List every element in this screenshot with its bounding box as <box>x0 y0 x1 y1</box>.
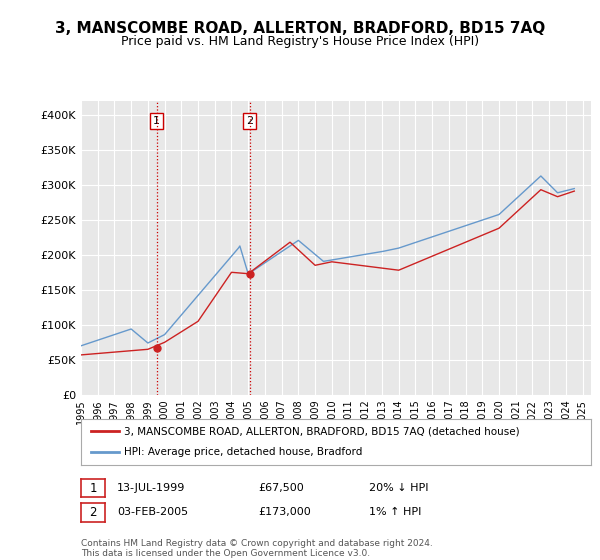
Text: Price paid vs. HM Land Registry's House Price Index (HPI): Price paid vs. HM Land Registry's House … <box>121 35 479 48</box>
Text: 03-FEB-2005: 03-FEB-2005 <box>117 507 188 517</box>
Text: 2: 2 <box>89 506 97 519</box>
Text: £67,500: £67,500 <box>258 483 304 493</box>
Text: 3, MANSCOMBE ROAD, ALLERTON, BRADFORD, BD15 7AQ (detached house): 3, MANSCOMBE ROAD, ALLERTON, BRADFORD, B… <box>124 426 520 436</box>
Text: 2: 2 <box>246 116 253 126</box>
Text: 13-JUL-1999: 13-JUL-1999 <box>117 483 185 493</box>
Text: Contains HM Land Registry data © Crown copyright and database right 2024.
This d: Contains HM Land Registry data © Crown c… <box>81 539 433 558</box>
Text: HPI: Average price, detached house, Bradford: HPI: Average price, detached house, Brad… <box>124 447 363 458</box>
Text: £173,000: £173,000 <box>258 507 311 517</box>
Text: 20% ↓ HPI: 20% ↓ HPI <box>369 483 428 493</box>
Text: 1: 1 <box>89 482 97 494</box>
Text: 3, MANSCOMBE ROAD, ALLERTON, BRADFORD, BD15 7AQ: 3, MANSCOMBE ROAD, ALLERTON, BRADFORD, B… <box>55 21 545 36</box>
Text: 1% ↑ HPI: 1% ↑ HPI <box>369 507 421 517</box>
Text: 1: 1 <box>153 116 160 126</box>
